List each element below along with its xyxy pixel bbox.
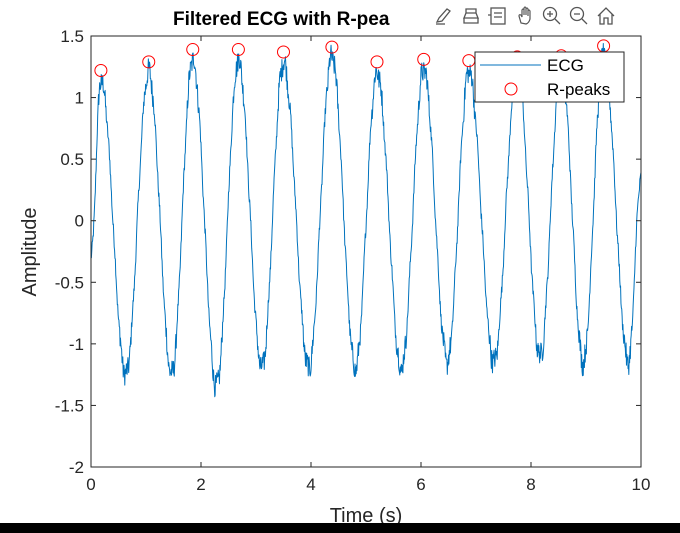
- legend-rpeaks-label: R-peaks: [547, 80, 610, 99]
- x-tick-label: 6: [416, 475, 425, 494]
- r-peak-marker: [142, 55, 156, 69]
- x-tick-label: 4: [306, 475, 315, 494]
- r-peak-marker: [94, 63, 108, 77]
- ecg-series-line: [90, 43, 642, 398]
- x-tick-label: 10: [632, 475, 651, 494]
- x-axis-label: Time (s): [330, 505, 403, 527]
- window-bottom-edge: [0, 523, 680, 533]
- zoom-out-icon[interactable]: [567, 3, 591, 29]
- y-tick-label: -2: [69, 458, 84, 477]
- y-tick-label: -1: [69, 335, 84, 354]
- r-peak-marker: [370, 55, 384, 69]
- r-peak-marker: [231, 43, 245, 57]
- legend[interactable]: ECG R-peaks: [474, 51, 625, 103]
- legend-ecg-label: ECG: [547, 56, 584, 75]
- y-axis-label: Amplitude: [19, 208, 41, 297]
- x-axis: 0 2 4 6 8 10: [86, 36, 650, 494]
- r-peak-marker: [325, 40, 339, 54]
- y-tick-label: 0.5: [60, 150, 84, 169]
- r-peak-marker: [417, 52, 431, 66]
- plot-frame: [90, 35, 642, 468]
- x-tick-label: 0: [86, 475, 95, 494]
- home-icon[interactable]: [594, 3, 618, 29]
- axes-toolbar: [432, 1, 618, 31]
- export-icon[interactable]: [459, 3, 483, 29]
- y-axis: -2 -1.5 -1 -0.5 0 0.5 1 1.5: [55, 27, 641, 477]
- legend-rpeaks-marker: [504, 82, 518, 96]
- x-tick-label: 8: [526, 475, 535, 494]
- datatip-icon[interactable]: [486, 3, 510, 29]
- ecg-series-layer: [90, 43, 642, 398]
- zoom-in-icon[interactable]: [540, 3, 564, 29]
- y-tick-label: -0.5: [55, 273, 84, 292]
- y-tick-label: -1.5: [55, 396, 84, 415]
- y-tick-label: 1: [75, 89, 84, 108]
- chart-title: Filtered ECG with R-pea: [173, 9, 390, 30]
- pan-icon[interactable]: [513, 3, 537, 29]
- r-peak-marker: [186, 43, 200, 57]
- y-tick-label: 0: [75, 212, 84, 231]
- brush-icon[interactable]: [432, 3, 456, 29]
- legend-box: [474, 51, 625, 103]
- y-tick-label: 1.5: [60, 27, 84, 46]
- x-tick-label: 2: [196, 475, 205, 494]
- r-peak-marker: [277, 45, 290, 59]
